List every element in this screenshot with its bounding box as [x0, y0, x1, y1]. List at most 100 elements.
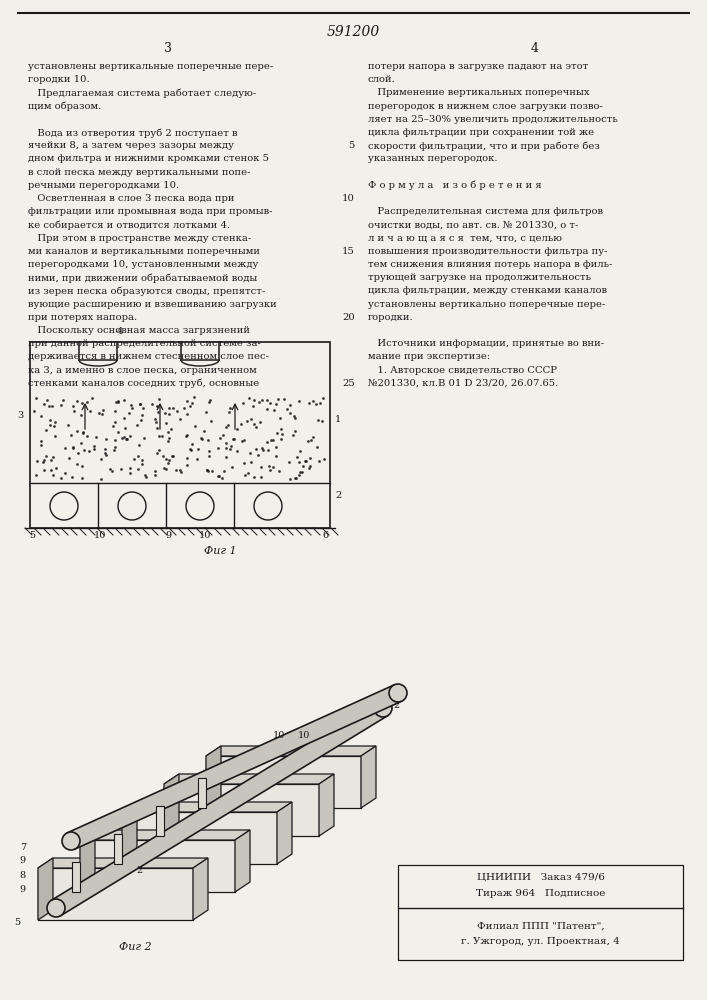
Text: 10: 10: [342, 194, 355, 203]
Polygon shape: [122, 802, 292, 812]
Point: [181, 450, 192, 466]
Circle shape: [47, 899, 65, 917]
Point: [118, 392, 129, 408]
Point: [271, 425, 282, 441]
Text: ячейки 8, а затем через зазоры между: ячейки 8, а затем через зазоры между: [28, 141, 234, 150]
Point: [162, 433, 173, 449]
Circle shape: [62, 832, 80, 850]
Text: 2: 2: [136, 866, 142, 875]
Point: [31, 453, 42, 469]
Text: щим образом.: щим образом.: [28, 102, 101, 111]
Point: [270, 448, 281, 464]
Point: [99, 441, 110, 457]
Point: [151, 414, 162, 430]
Point: [100, 447, 111, 463]
Text: 1. Авторское свидетельство СССР: 1. Авторское свидетельство СССР: [368, 366, 557, 375]
Point: [136, 456, 148, 472]
Point: [248, 469, 259, 485]
Text: перегородками 10, установленными между: перегородками 10, установленными между: [28, 260, 258, 269]
Point: [168, 448, 179, 464]
Point: [153, 391, 165, 407]
Bar: [72, 862, 80, 892]
Point: [163, 430, 175, 446]
Point: [49, 428, 61, 444]
Point: [273, 463, 284, 479]
Point: [261, 401, 272, 417]
Point: [300, 453, 312, 469]
Point: [246, 454, 257, 470]
Point: [110, 439, 121, 455]
Point: [312, 412, 324, 428]
Point: [204, 394, 215, 410]
Point: [318, 451, 329, 467]
Point: [81, 428, 93, 444]
Point: [94, 405, 105, 421]
Text: Распределительная система для фильтров: Распределительная система для фильтров: [368, 207, 603, 216]
Polygon shape: [361, 746, 376, 808]
Point: [244, 390, 255, 406]
Text: перегородок в нижнем слое загрузки позво-: перегородок в нижнем слое загрузки позво…: [368, 102, 603, 111]
Text: Фиг 2: Фиг 2: [119, 942, 151, 952]
Point: [64, 450, 75, 466]
Point: [181, 427, 192, 443]
Point: [127, 400, 138, 416]
Point: [232, 421, 243, 437]
Text: фильтрации или промывная вода при промыв-: фильтрации или промывная вода при промыв…: [28, 207, 272, 216]
Point: [272, 391, 284, 407]
Point: [37, 454, 49, 470]
Point: [124, 465, 135, 481]
Point: [313, 453, 325, 469]
Text: повышения производительности фильтра пу-: повышения производительности фильтра пу-: [368, 247, 607, 256]
Point: [57, 392, 69, 408]
Text: установлены вертикально поперечные пере-: установлены вертикально поперечные пере-: [368, 300, 605, 309]
Point: [136, 452, 148, 468]
Point: [204, 392, 216, 408]
Point: [267, 432, 278, 448]
Point: [175, 462, 186, 478]
Point: [227, 459, 238, 475]
Point: [182, 457, 193, 473]
Text: 5: 5: [14, 918, 20, 927]
Circle shape: [50, 492, 78, 520]
Point: [306, 432, 317, 448]
Point: [153, 442, 164, 458]
Point: [104, 461, 115, 477]
Point: [228, 431, 240, 447]
Point: [129, 451, 140, 467]
Point: [187, 436, 198, 452]
Point: [76, 470, 88, 486]
Point: [132, 417, 143, 433]
Point: [314, 395, 325, 411]
Point: [250, 419, 262, 435]
Text: 5: 5: [349, 141, 355, 150]
Point: [59, 440, 70, 456]
Point: [247, 398, 259, 414]
Point: [45, 452, 57, 468]
Point: [107, 463, 118, 479]
Point: [311, 439, 322, 455]
Point: [261, 434, 272, 450]
Point: [303, 433, 314, 449]
Point: [204, 443, 215, 459]
Point: [290, 423, 301, 439]
Point: [216, 470, 228, 486]
Point: [119, 420, 130, 436]
Point: [266, 432, 277, 448]
Text: 20: 20: [342, 313, 355, 322]
Point: [294, 467, 305, 483]
Point: [294, 393, 305, 409]
Point: [132, 461, 144, 477]
Point: [119, 429, 130, 445]
Circle shape: [374, 699, 392, 717]
Point: [97, 402, 108, 418]
Point: [316, 413, 327, 429]
Point: [110, 394, 122, 410]
Text: 2: 2: [335, 491, 341, 500]
Text: 10: 10: [298, 731, 310, 740]
Point: [175, 411, 186, 427]
Text: Предлагаемая система работает следую-: Предлагаемая система работает следую-: [28, 88, 256, 98]
Point: [192, 441, 204, 457]
Point: [163, 455, 174, 471]
Point: [71, 456, 83, 472]
Point: [86, 390, 98, 406]
